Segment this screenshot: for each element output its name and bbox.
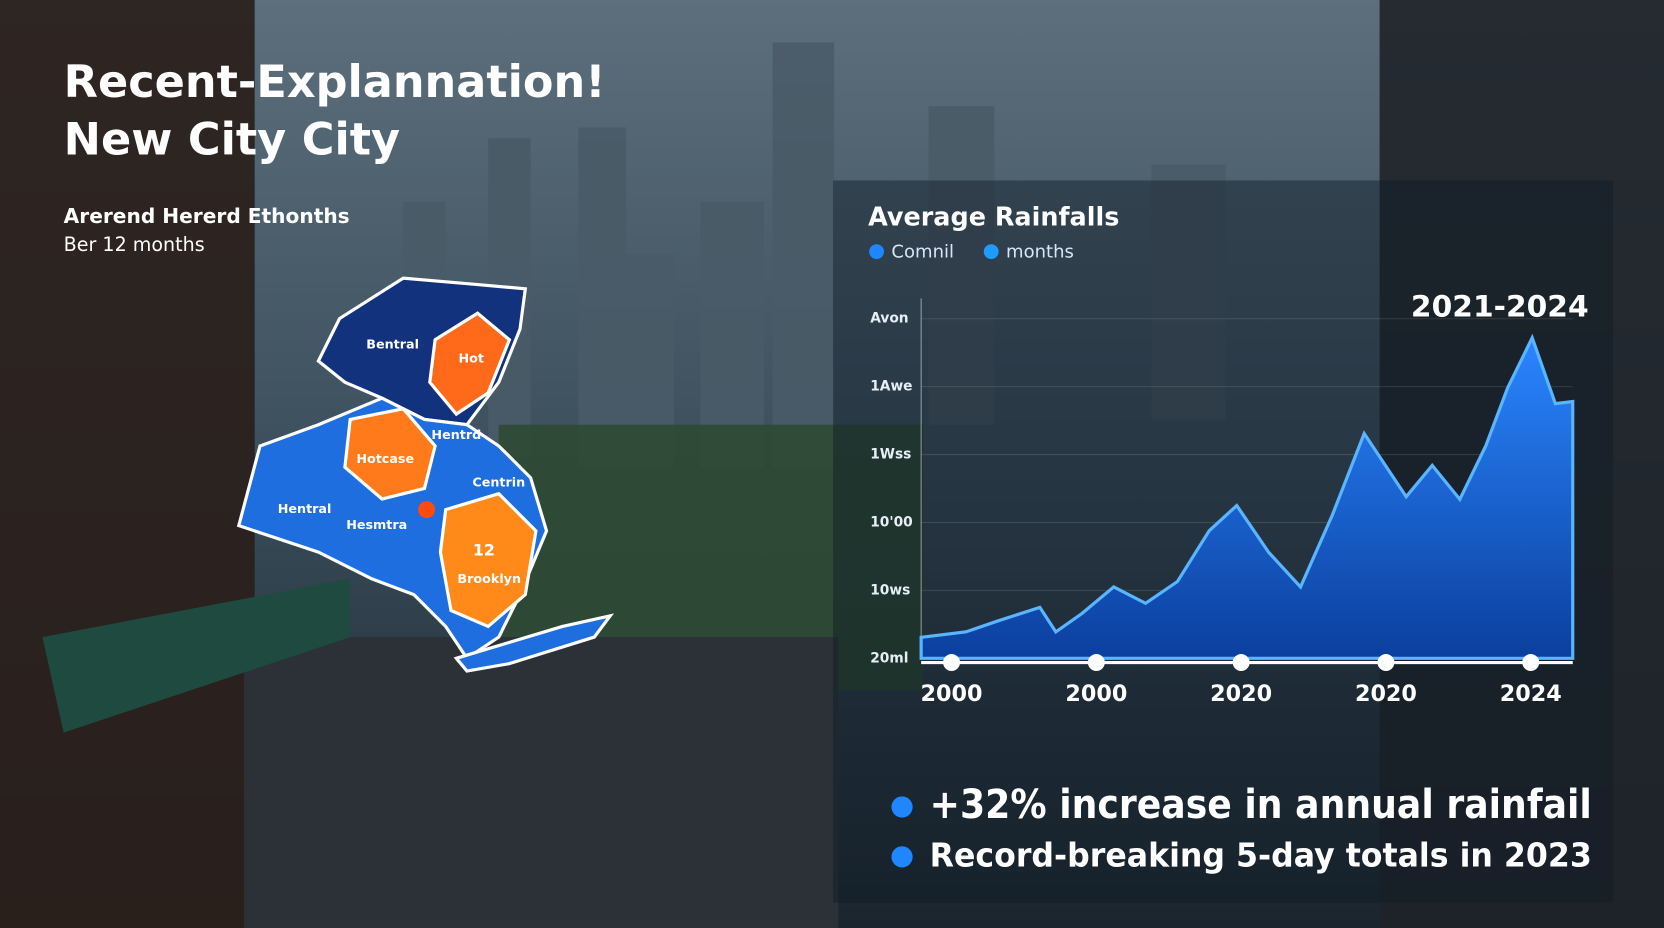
x-tick-label: 2000 [1065,681,1127,707]
x-tick-label: 2020 [1210,681,1272,707]
y-tick-label: Avon [870,311,908,327]
y-tick-label: 1Wss [870,447,911,463]
note: +32% increase in annual rainfail [930,781,1592,828]
x-tick-label: 2024 [1500,681,1562,707]
y-tick-label: 20ml [870,650,908,666]
x-tick-marker [1522,654,1540,672]
map-marker [418,501,436,519]
x-tick-marker [1232,654,1250,672]
title: New City City [64,113,400,165]
x-tick-marker [1377,654,1395,672]
building-left [0,0,255,928]
y-tick-label: 10ws [870,582,910,598]
map-label: 12 [473,541,495,560]
map-label: Brooklyn [457,572,521,587]
date-badge: 2021-2024 [1411,289,1589,324]
map-label: Centrin [472,476,525,491]
bullet [891,796,913,818]
x-tick-label: 2020 [1355,681,1417,707]
map-region [453,613,615,673]
map-label: Hentrd [431,428,481,443]
subtitle: Arerend Hererd Ethonths [64,204,350,228]
x-tick-label: 2000 [921,681,983,707]
awning [42,578,351,733]
y-tick-label: 10'00 [870,514,913,530]
x-tick-marker [943,654,961,672]
map-region [343,407,437,501]
x-tick-marker [1087,654,1105,672]
map-label: Bentral [366,338,419,353]
bullet [891,846,913,868]
map-label: Hot [458,351,483,366]
map-label: Hentral [278,502,332,517]
map-region [428,311,512,417]
legend-label: months [1006,242,1074,263]
map-region [438,491,538,629]
rainfall-area [919,333,1575,660]
map-label: Hotcase [356,452,414,467]
y-tick-label: 1Awe [870,379,912,395]
legend-marker [983,244,999,260]
note: Record-breaking 5-day totals in 2023 [930,835,1592,874]
subtitle: Ber 12 months [64,233,205,256]
legend-label: Comnil [891,242,954,263]
title: Recent-Explannation! [64,56,606,108]
map-label: Hesmtra [346,518,407,533]
chart-title: Average Rainfalls [868,203,1119,233]
legend-marker [869,244,884,260]
street [244,637,839,928]
map [236,276,615,673]
